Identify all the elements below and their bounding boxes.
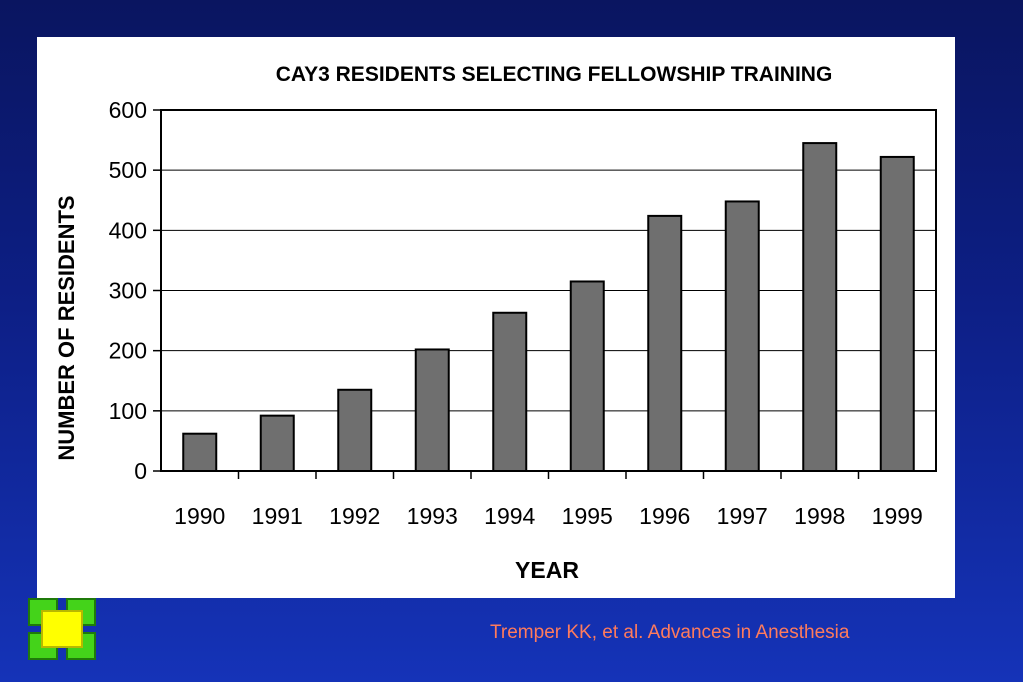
- bar-1999: [879, 155, 915, 473]
- citation: Tremper KK, et al. Advances in Anesthesi…: [490, 622, 850, 643]
- x-tick-label-1996: 1996: [639, 503, 690, 529]
- x-tick-label-1994: 1994: [484, 503, 535, 529]
- bar-1998: [802, 142, 838, 472]
- bar-1992: [337, 388, 373, 472]
- x-axis-label: YEAR: [515, 557, 579, 583]
- bar-1990: [182, 432, 218, 472]
- x-tick-label-1999: 1999: [872, 503, 923, 529]
- x-tick-labels: 1990 1991 1992 1993 1994 1995 1996 1997 1998 1999: [174, 471, 923, 529]
- y-tick-label: 600: [109, 97, 147, 123]
- y-tick-label: 500: [109, 157, 147, 183]
- x-tick-label-1990: 1990: [174, 503, 225, 529]
- y-tick-label: 200: [109, 338, 147, 364]
- chart-title: CAY3 RESIDENTS SELECTING FELLOWSHIP TRAI…: [276, 63, 833, 86]
- chart-panel: CAY3 RESIDENTS SELECTING FELLOWSHIP TRAI…: [37, 37, 955, 598]
- y-tick-label: 300: [109, 278, 147, 304]
- y-tick-label: 400: [109, 217, 147, 243]
- bar-1993: [414, 348, 450, 473]
- y-axis-label: NUMBER OF RESIDENTS: [54, 195, 79, 460]
- bars: [182, 142, 915, 473]
- y-tick-labels: 0 100 200 300 400 500 600: [109, 97, 161, 484]
- x-tick-label-1997: 1997: [717, 503, 768, 529]
- x-tick-label-1993: 1993: [407, 503, 458, 529]
- bar-1997: [724, 200, 760, 472]
- bar-chart: CAY3 RESIDENTS SELECTING FELLOWSHIP TRAI…: [54, 63, 937, 583]
- bar-1995: [569, 280, 605, 472]
- y-tick-label: 0: [134, 458, 147, 484]
- x-tick-label-1991: 1991: [252, 503, 303, 529]
- bar-1991: [259, 414, 295, 472]
- bar-1994: [492, 311, 528, 472]
- logo-icon: [28, 598, 96, 660]
- bar-1996: [647, 214, 683, 472]
- x-tick-label-1998: 1998: [794, 503, 845, 529]
- x-tick-label-1992: 1992: [329, 503, 380, 529]
- y-tick-label: 100: [109, 398, 147, 424]
- x-tick-label-1995: 1995: [562, 503, 613, 529]
